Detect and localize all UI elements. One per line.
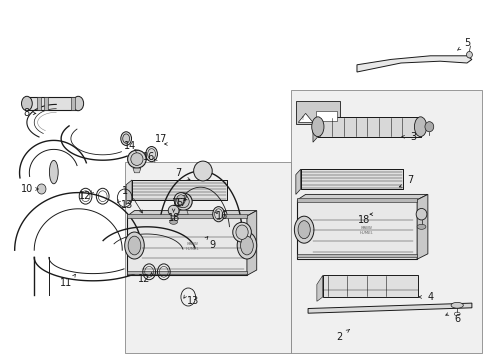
Text: 7: 7 — [407, 175, 413, 185]
Ellipse shape — [237, 232, 256, 259]
Bar — [322, 275, 417, 297]
Polygon shape — [27, 97, 78, 110]
Polygon shape — [295, 169, 300, 194]
Text: MANN
HUMEL: MANN HUMEL — [359, 226, 373, 235]
Bar — [297, 200, 416, 259]
Bar — [37, 97, 41, 110]
Text: 3: 3 — [409, 132, 415, 142]
Ellipse shape — [311, 117, 323, 136]
Text: 7: 7 — [175, 168, 181, 178]
Text: 18: 18 — [357, 215, 370, 225]
Ellipse shape — [122, 134, 129, 143]
Ellipse shape — [121, 132, 131, 145]
Ellipse shape — [169, 220, 177, 224]
Ellipse shape — [297, 221, 309, 239]
Text: 18: 18 — [167, 213, 180, 223]
Ellipse shape — [168, 205, 179, 216]
Polygon shape — [133, 168, 141, 173]
Text: 12: 12 — [138, 274, 150, 284]
Text: 13: 13 — [121, 200, 133, 210]
Text: 15: 15 — [172, 198, 184, 208]
Bar — [300, 169, 403, 189]
Polygon shape — [307, 303, 471, 313]
Text: MANN
HUMEL: MANN HUMEL — [186, 242, 200, 251]
Text: 14: 14 — [123, 141, 136, 151]
Bar — [316, 111, 336, 121]
Text: !: ! — [300, 116, 303, 121]
Text: 16: 16 — [216, 211, 228, 221]
Bar — [290, 90, 481, 353]
Bar — [132, 180, 227, 200]
Ellipse shape — [49, 161, 58, 184]
Ellipse shape — [21, 96, 32, 111]
Ellipse shape — [235, 225, 248, 239]
Ellipse shape — [416, 224, 425, 229]
Ellipse shape — [414, 117, 426, 136]
Ellipse shape — [193, 161, 212, 181]
Ellipse shape — [174, 193, 187, 207]
Ellipse shape — [128, 236, 141, 255]
Bar — [297, 198, 416, 202]
Polygon shape — [126, 180, 132, 204]
Ellipse shape — [466, 51, 471, 58]
Ellipse shape — [232, 222, 251, 242]
Ellipse shape — [424, 122, 433, 132]
Bar — [317, 117, 420, 137]
Bar — [127, 214, 246, 218]
Text: 10: 10 — [20, 184, 33, 194]
Ellipse shape — [240, 236, 253, 255]
Ellipse shape — [127, 150, 146, 168]
Polygon shape — [312, 117, 317, 142]
Ellipse shape — [124, 232, 144, 259]
Text: 1: 1 — [122, 186, 127, 196]
Ellipse shape — [450, 302, 463, 308]
Ellipse shape — [212, 207, 224, 222]
Bar — [124, 162, 290, 353]
Bar — [297, 254, 416, 257]
Polygon shape — [298, 113, 312, 122]
Text: 12: 12 — [79, 191, 92, 201]
Polygon shape — [127, 211, 256, 216]
Ellipse shape — [294, 216, 313, 243]
Text: 17: 17 — [155, 134, 167, 144]
Text: 17: 17 — [174, 198, 187, 208]
Polygon shape — [246, 211, 256, 275]
Text: 13: 13 — [186, 296, 199, 306]
Text: 16: 16 — [142, 152, 155, 162]
Polygon shape — [297, 194, 427, 200]
Text: 9: 9 — [209, 240, 215, 250]
Bar — [127, 216, 246, 275]
Text: 2: 2 — [336, 332, 342, 342]
Text: 5: 5 — [463, 38, 469, 48]
Text: 4: 4 — [427, 292, 432, 302]
Polygon shape — [178, 210, 188, 215]
Polygon shape — [356, 56, 471, 72]
Ellipse shape — [130, 153, 143, 165]
Bar — [71, 97, 75, 110]
Ellipse shape — [177, 195, 189, 208]
Ellipse shape — [415, 208, 426, 220]
Ellipse shape — [176, 195, 185, 205]
Ellipse shape — [174, 193, 192, 210]
Ellipse shape — [145, 147, 157, 162]
Bar — [295, 101, 339, 124]
Text: 11: 11 — [60, 278, 72, 288]
Bar — [127, 271, 246, 274]
Ellipse shape — [73, 96, 83, 111]
Ellipse shape — [37, 184, 46, 194]
Polygon shape — [316, 275, 322, 301]
Text: 8: 8 — [24, 108, 30, 118]
Text: 6: 6 — [453, 314, 459, 324]
Polygon shape — [416, 194, 427, 259]
Bar — [44, 97, 48, 110]
